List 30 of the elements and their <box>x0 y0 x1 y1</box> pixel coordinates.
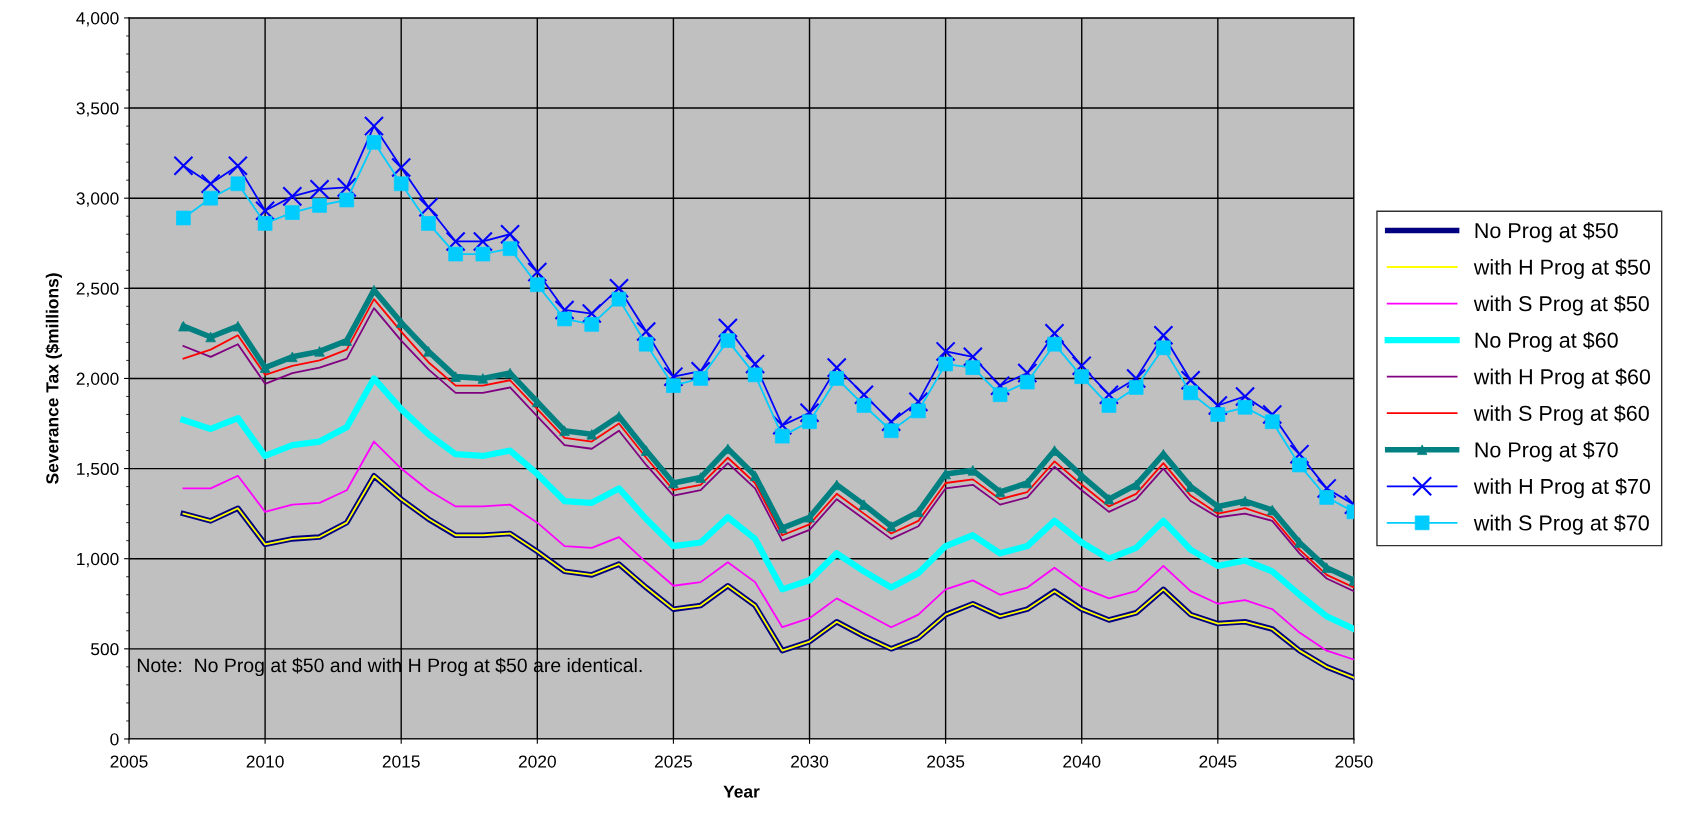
legend-label: with S Prog at $60 <box>1473 404 1649 426</box>
x-tick-label: 2040 <box>1063 755 1101 768</box>
y-tick-label: 1,500 <box>77 462 119 478</box>
legend-label: with S Prog at $70 <box>1473 514 1649 535</box>
x-tick-label: 2010 <box>246 755 284 768</box>
legend-label: No Prog at $70 <box>1475 441 1618 462</box>
y-tick-label: 500 <box>91 643 119 656</box>
legend-label: with S Prog at $50 <box>1473 295 1649 316</box>
x-tick-label: 2015 <box>382 755 420 768</box>
y-tick-label: 3,500 <box>76 102 119 117</box>
x-tick-label: 2035 <box>927 755 965 768</box>
x-tick-label: 2045 <box>1199 755 1237 768</box>
y-tick-label: 2,000 <box>76 372 119 387</box>
y-tick-label: 4,000 <box>76 12 119 27</box>
x-axis-title: Year <box>723 785 760 798</box>
legend-label: with H Prog at $50 <box>1473 258 1651 279</box>
x-tick-label: 2020 <box>518 755 556 768</box>
legend-label: No Prog at $50 <box>1475 222 1618 243</box>
legend-label: with H Prog at $60 <box>1473 368 1651 389</box>
y-axis-title: Severance Tax ($millions) <box>45 273 62 484</box>
y-tick-label: 1,000 <box>77 552 119 568</box>
y-tick-label: 3,000 <box>76 192 119 207</box>
x-tick-label: 2025 <box>654 755 692 768</box>
x-tick-label: 2030 <box>791 755 829 768</box>
legend-label: with H Prog at $70 <box>1473 477 1651 499</box>
x-tick-label: 2050 <box>1335 755 1373 768</box>
legend-label: No Prog at $60 <box>1475 331 1618 353</box>
y-tick-label: 2,500 <box>76 282 119 297</box>
y-tick-label: 0 <box>110 733 119 746</box>
x-tick-label: 2005 <box>110 755 148 768</box>
